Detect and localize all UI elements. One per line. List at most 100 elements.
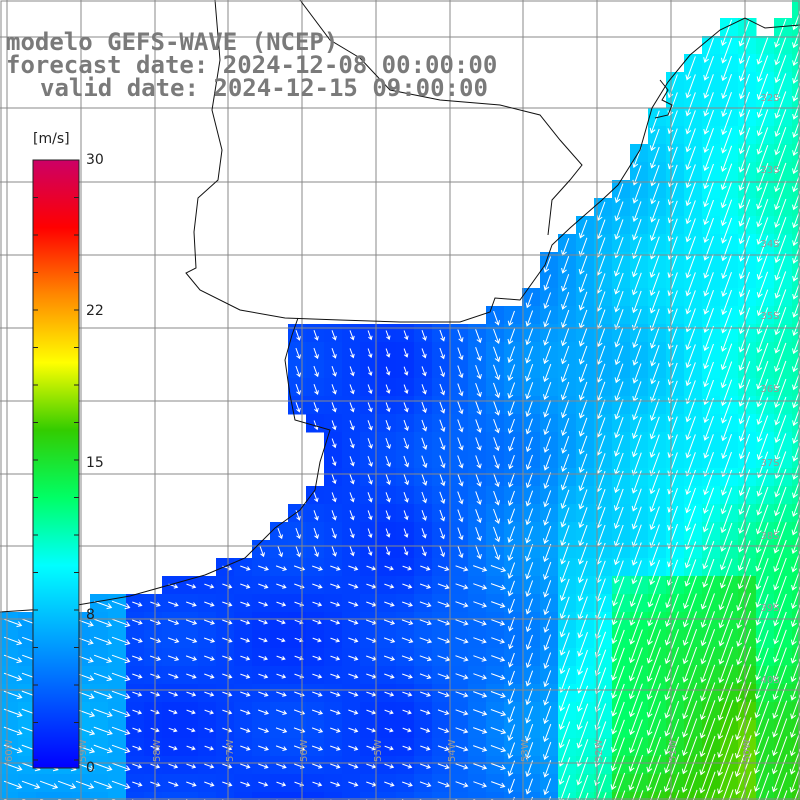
wind-arrow (577, 649, 588, 676)
longitude-label: 54W (447, 739, 458, 762)
wind-arrow (543, 580, 552, 598)
wind-arrow (419, 619, 432, 626)
wind-arrow (685, 56, 696, 81)
wind-arrow (21, 780, 41, 790)
wind-arrow (718, 575, 734, 611)
wind-arrow (664, 700, 680, 737)
wind-arrow (667, 74, 678, 99)
wind-arrow (39, 780, 59, 790)
wind-arrow (756, 415, 769, 443)
wind-arrow (240, 637, 251, 643)
wind-arrow (385, 455, 391, 468)
wind-arrow (790, 622, 800, 646)
wind-arrow (132, 673, 143, 679)
wind-arrow (699, 753, 716, 794)
wind-arrow (276, 763, 287, 769)
wind-arrow (383, 655, 396, 661)
wind-arrow (475, 509, 482, 524)
wind-arrow (222, 637, 233, 643)
wind-speed-cell (54, 792, 73, 800)
wind-arrow (186, 763, 197, 769)
wind-arrow (421, 473, 428, 486)
wind-arrow (559, 614, 570, 638)
wind-speed-cell (594, 792, 613, 800)
wind-arrow (475, 473, 482, 487)
wind-arrow (773, 593, 787, 627)
wind-speed-cell (612, 792, 631, 800)
wind-arrow (774, 18, 787, 48)
wind-arrow (773, 575, 787, 609)
wind-arrow (613, 488, 624, 512)
wind-arrow (685, 254, 696, 279)
wind-arrow (646, 719, 661, 755)
wind-arrow (703, 254, 714, 279)
wind-arrow (685, 218, 696, 243)
wind-arrow (457, 527, 464, 541)
wind-arrow (667, 434, 678, 459)
wind-arrow (455, 601, 469, 608)
wind-arrow (717, 664, 734, 702)
wind-arrow (348, 781, 359, 787)
wind-arrow (611, 701, 625, 735)
wind-arrow (168, 781, 179, 787)
wind-arrow (558, 703, 571, 730)
wind-arrow (457, 455, 464, 469)
wind-arrow (664, 682, 680, 719)
wind-arrow (790, 658, 800, 683)
wind-arrow (491, 673, 506, 680)
wind-arrow (419, 583, 432, 589)
wind-arrow (348, 745, 359, 751)
wind-arrow (721, 289, 732, 316)
wind-arrow (507, 400, 515, 417)
wind-arrow (649, 559, 660, 586)
wind-arrow (773, 504, 787, 536)
wind-arrow (721, 55, 732, 82)
wind-speed-cell (288, 792, 307, 800)
wind-arrow (628, 683, 643, 718)
wind-arrow (681, 718, 698, 756)
colorbar (32, 159, 80, 769)
wind-arrow (437, 673, 450, 680)
wind-arrow (276, 655, 286, 661)
wind-arrow (311, 727, 324, 733)
wind-arrow (367, 384, 373, 395)
wind-arrow (614, 327, 624, 348)
wind-arrow (276, 583, 287, 589)
longitude-label: 53W (520, 739, 531, 762)
longitude-label: 58W (152, 739, 163, 762)
wind-arrow (704, 771, 716, 800)
wind-speed-cell (792, 594, 800, 613)
border-line (299, 0, 583, 236)
wind-arrow (403, 437, 410, 450)
wind-arrow (614, 399, 624, 420)
wind-speed-cell (324, 792, 343, 800)
wind-arrow (295, 347, 301, 360)
wind-arrow (258, 655, 268, 661)
wind-arrow (349, 348, 355, 359)
wind-arrow (93, 744, 113, 754)
wind-arrow (721, 74, 732, 99)
wind-arrow (703, 145, 714, 172)
wind-arrow (774, 324, 787, 354)
wind-arrow (542, 543, 552, 563)
wind-arrow (437, 727, 450, 734)
wind-arrow (525, 418, 533, 435)
wind-arrow (754, 700, 770, 738)
wind-arrow (421, 401, 427, 414)
wind-arrow (312, 673, 323, 679)
wind-arrow (682, 682, 698, 720)
wind-arrow (403, 455, 410, 468)
wind-arrow (295, 545, 302, 558)
wind-arrow (629, 576, 643, 607)
wind-arrow (385, 528, 391, 538)
wind-arrow (240, 673, 251, 679)
wind-arrow (132, 781, 143, 787)
wind-arrow (668, 772, 680, 800)
wind-arrow (473, 727, 488, 734)
wind-arrow (772, 682, 788, 719)
wind-arrow (525, 724, 534, 742)
wind-arrow (331, 438, 337, 449)
wind-arrow (419, 601, 432, 608)
wind-arrow (650, 380, 660, 403)
